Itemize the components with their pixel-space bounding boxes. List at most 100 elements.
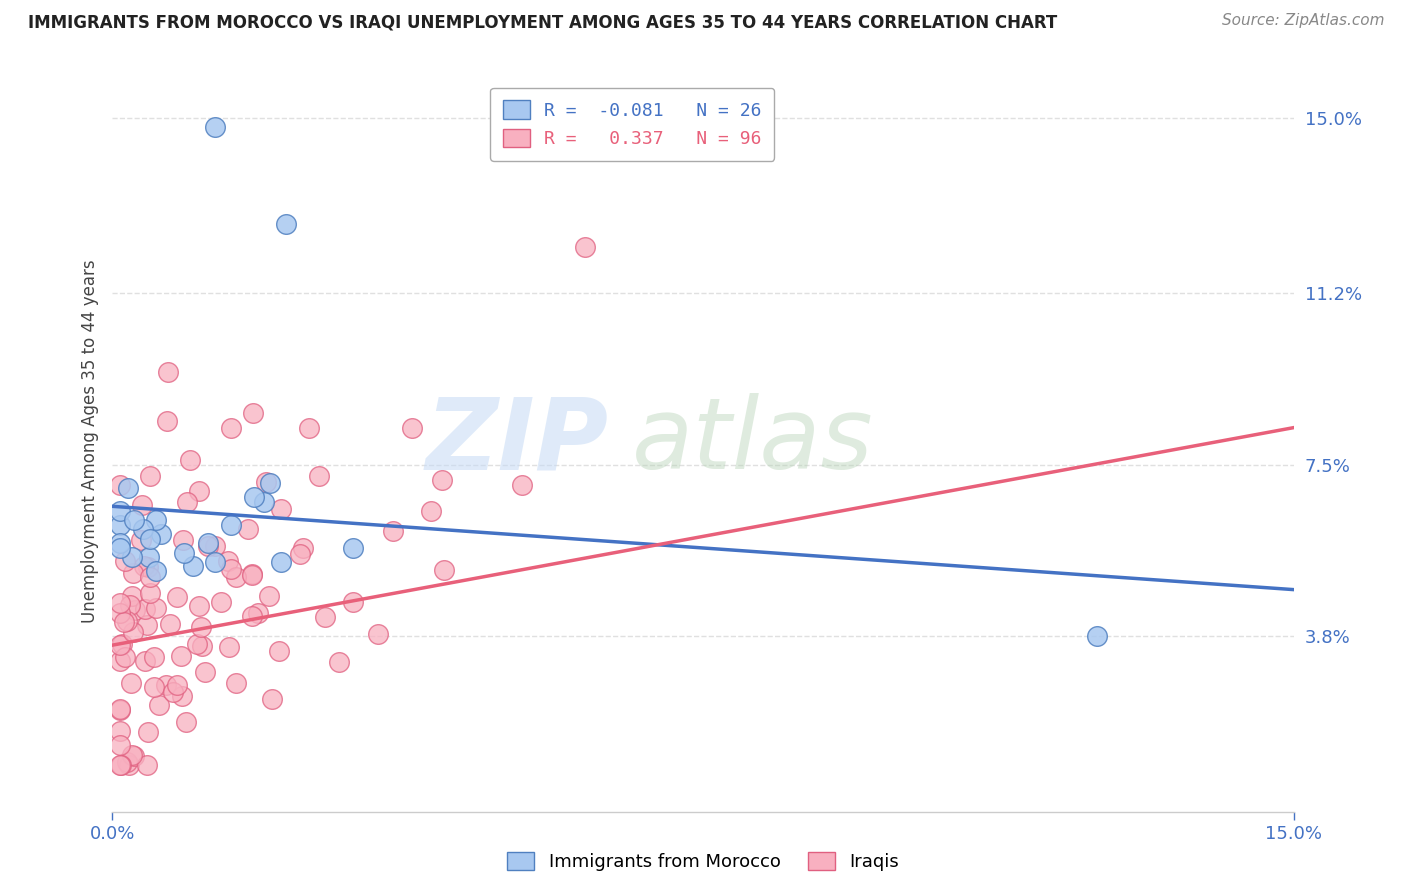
- Point: [170, 648, 193, 663]
- Point: [274, 217, 297, 231]
- Text: atlas: atlas: [633, 393, 873, 490]
- Point: [382, 524, 405, 539]
- Point: [143, 680, 166, 694]
- Point: [204, 539, 226, 553]
- Point: [138, 585, 160, 599]
- Point: [135, 758, 157, 772]
- Point: [367, 627, 389, 641]
- Point: [240, 609, 263, 624]
- Legend: R =  -0.081   N = 26, R =   0.337   N = 96: R = -0.081 N = 26, R = 0.337 N = 96: [489, 87, 775, 161]
- Point: [150, 527, 173, 541]
- Point: [179, 452, 201, 467]
- Point: [110, 723, 132, 738]
- Point: [342, 595, 364, 609]
- Point: [187, 599, 209, 614]
- Point: [510, 478, 533, 492]
- Point: [139, 469, 162, 483]
- Point: [432, 473, 454, 487]
- Point: [328, 655, 350, 669]
- Point: [114, 554, 136, 568]
- Point: [166, 678, 188, 692]
- Point: [219, 517, 242, 532]
- Point: [134, 654, 156, 668]
- Point: [225, 570, 247, 584]
- Point: [243, 490, 266, 504]
- Point: [342, 541, 364, 555]
- Point: [145, 564, 167, 578]
- Point: [253, 494, 276, 508]
- Point: [139, 532, 162, 546]
- Point: [110, 541, 132, 555]
- Point: [236, 522, 259, 536]
- Point: [401, 420, 423, 434]
- Point: [204, 555, 226, 569]
- Point: [173, 545, 195, 560]
- Point: [197, 539, 219, 553]
- Point: [186, 637, 208, 651]
- Point: [209, 594, 232, 608]
- Text: Source: ZipAtlas.com: Source: ZipAtlas.com: [1222, 13, 1385, 29]
- Point: [432, 563, 454, 577]
- Point: [122, 625, 145, 640]
- Point: [138, 570, 160, 584]
- Point: [136, 725, 159, 739]
- Point: [194, 665, 217, 679]
- Point: [122, 513, 145, 527]
- Point: [176, 714, 198, 729]
- Point: [225, 675, 247, 690]
- Point: [110, 703, 132, 717]
- Point: [122, 566, 145, 580]
- Point: [204, 120, 226, 134]
- Point: [217, 554, 239, 568]
- Point: [110, 596, 132, 610]
- Point: [308, 468, 330, 483]
- Point: [115, 614, 138, 628]
- Point: [190, 620, 212, 634]
- Point: [110, 758, 132, 772]
- Point: [124, 603, 146, 617]
- Point: [120, 599, 142, 613]
- Point: [257, 589, 280, 603]
- Point: [110, 536, 132, 550]
- Point: [129, 533, 152, 547]
- Point: [121, 589, 143, 603]
- Point: [112, 615, 135, 629]
- Point: [219, 420, 242, 434]
- Point: [188, 484, 211, 499]
- Point: [110, 607, 132, 621]
- Point: [117, 758, 139, 772]
- Point: [110, 654, 132, 668]
- Point: [183, 559, 205, 574]
- Point: [1085, 629, 1108, 643]
- Point: [156, 365, 179, 379]
- Point: [269, 644, 291, 658]
- Point: [574, 240, 596, 254]
- Point: [254, 475, 277, 489]
- Point: [172, 533, 194, 547]
- Point: [121, 747, 143, 762]
- Point: [110, 517, 132, 532]
- Text: IMMIGRANTS FROM MOROCCO VS IRAQI UNEMPLOYMENT AMONG AGES 35 TO 44 YEARS CORRELAT: IMMIGRANTS FROM MOROCCO VS IRAQI UNEMPLO…: [28, 13, 1057, 31]
- Point: [162, 685, 184, 699]
- Point: [219, 562, 242, 576]
- Text: ZIP: ZIP: [426, 393, 609, 490]
- Point: [314, 610, 336, 624]
- Point: [143, 650, 166, 665]
- Point: [170, 690, 193, 704]
- Point: [159, 617, 181, 632]
- Point: [240, 568, 263, 582]
- Point: [218, 640, 240, 655]
- Point: [135, 618, 157, 632]
- Point: [291, 541, 314, 556]
- Point: [166, 590, 188, 604]
- Point: [145, 513, 167, 527]
- Point: [120, 675, 142, 690]
- Point: [197, 536, 219, 550]
- Point: [110, 504, 132, 518]
- Point: [290, 547, 312, 561]
- Point: [110, 478, 132, 492]
- Point: [110, 758, 132, 772]
- Legend: Immigrants from Morocco, Iraqis: Immigrants from Morocco, Iraqis: [501, 845, 905, 879]
- Point: [240, 567, 263, 582]
- Point: [176, 495, 198, 509]
